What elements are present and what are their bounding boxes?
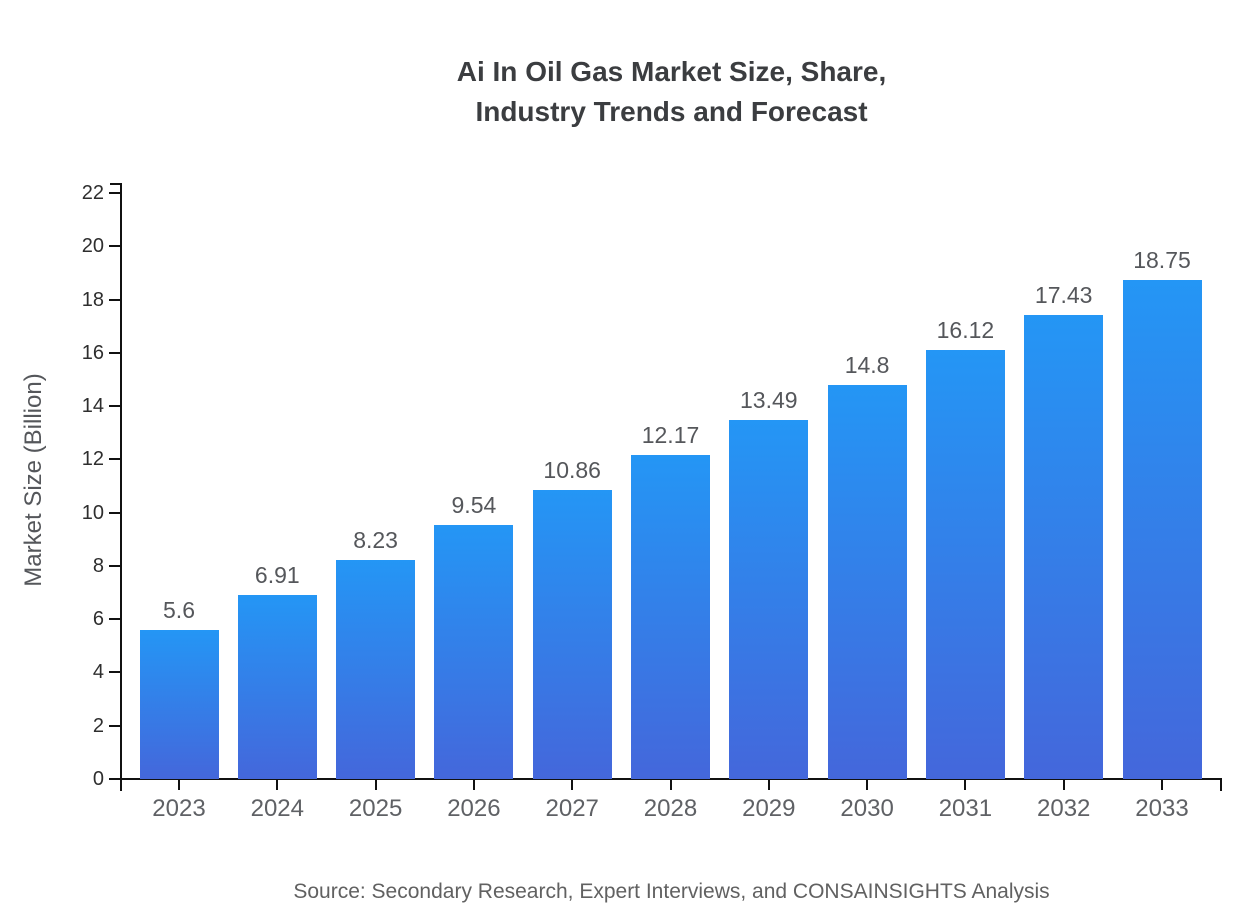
- y-axis-tick: [109, 778, 121, 780]
- y-axis-tick: [109, 351, 121, 354]
- bar: [631, 454, 710, 779]
- y-axis-tick-label: 6: [92, 608, 104, 631]
- bar-value-label: 14.8: [844, 351, 890, 378]
- y-axis-tick: [109, 298, 121, 301]
- x-axis-tick: [374, 779, 377, 790]
- x-axis-tick-label: 2023: [152, 795, 206, 822]
- y-axis-top-cap: [110, 183, 122, 185]
- bar: [1024, 314, 1104, 779]
- y-axis-tick: [109, 192, 121, 194]
- y-axis-tick: [109, 458, 121, 461]
- y-axis-tick-label: 22: [81, 182, 104, 204]
- bar: [237, 594, 317, 779]
- bar-value-label: 5.6: [163, 596, 195, 623]
- y-axis-tick: [109, 245, 121, 248]
- bar-value-label: 8.23: [353, 526, 398, 553]
- x-axis-tick-label: 2027: [545, 795, 599, 822]
- y-axis-tick-label: 0: [92, 768, 104, 790]
- y-axis-tick: [109, 671, 121, 674]
- bar-value-label: 16.12: [936, 316, 995, 343]
- x-axis-tick-label: 2031: [938, 795, 993, 822]
- x-axis-tick: [866, 779, 869, 790]
- bar: [532, 489, 612, 779]
- x-axis-tick-label: 2028: [643, 795, 698, 822]
- bar: [1122, 279, 1202, 779]
- bar-value-label: 6.91: [254, 561, 300, 588]
- bar: [139, 629, 219, 779]
- x-axis-tick: [1062, 779, 1065, 790]
- x-axis-tick-label: 2024: [250, 795, 304, 822]
- bar-value-label: 13.49: [740, 386, 798, 413]
- x-axis-tick-label: 2030: [840, 795, 894, 822]
- x-axis-tick: [669, 779, 672, 790]
- x-axis-tick-label: 2029: [742, 795, 796, 822]
- bar: [827, 384, 907, 779]
- y-axis-tick-label: 4: [92, 661, 104, 684]
- chart-title-line-2: Industry Trends and Forecast: [475, 96, 868, 127]
- y-axis-tick-label: 10: [81, 501, 104, 524]
- x-axis-tick: [472, 779, 475, 790]
- y-axis-tick: [109, 618, 121, 621]
- y-axis-line: [120, 183, 122, 781]
- bar-value-label: 10.86: [543, 456, 601, 483]
- x-axis-tick: [767, 779, 770, 790]
- x-axis-tick: [276, 779, 279, 790]
- x-axis-tick: [1161, 779, 1163, 790]
- chart-title-line-1: Ai In Oil Gas Market Size, Share,: [456, 56, 887, 87]
- bar-value-label: 9.54: [451, 491, 497, 518]
- x-axis-left-cap: [120, 778, 122, 791]
- x-axis-tick-label: 2025: [348, 795, 403, 822]
- bar: [925, 349, 1005, 779]
- y-axis-tick-label: 16: [81, 341, 104, 364]
- y-axis-tick: [109, 405, 121, 408]
- y-axis-tick: [109, 564, 121, 567]
- y-axis-tick: [109, 724, 121, 727]
- y-axis-tick-label: 2: [92, 714, 104, 737]
- bar: [434, 524, 514, 779]
- x-axis-tick-label: 2033: [1135, 795, 1189, 822]
- x-axis-tick: [178, 779, 180, 790]
- y-axis-tick-label: 12: [81, 448, 104, 471]
- x-axis-right-cap: [1220, 778, 1222, 791]
- chart-title: Ai In Oil Gas Market Size, Share, Indust…: [121, 52, 1222, 132]
- y-axis-tick: [109, 511, 121, 514]
- bar-value-label: 12.17: [641, 421, 700, 448]
- x-axis-tick-label: 2032: [1036, 795, 1091, 822]
- x-axis-tick: [964, 779, 967, 790]
- x-axis-tick-label: 2026: [447, 795, 501, 822]
- x-axis-tick: [571, 779, 574, 790]
- source-note: Source: Secondary Research, Expert Inter…: [293, 880, 1050, 903]
- bar: [729, 419, 809, 779]
- bar-value-label: 18.75: [1133, 246, 1191, 273]
- y-axis-tick-label: 8: [92, 554, 104, 577]
- y-axis-tick-label: 18: [81, 288, 104, 311]
- y-axis-tick-label: 20: [81, 235, 104, 258]
- y-axis-tick-label: 14: [81, 395, 104, 418]
- bar-value-label: 17.43: [1034, 281, 1093, 308]
- bar: [336, 559, 416, 779]
